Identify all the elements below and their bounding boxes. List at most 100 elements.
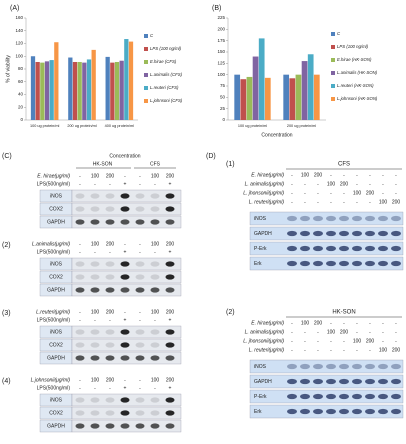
lane-value: -: [304, 181, 306, 187]
bar: [264, 77, 271, 120]
blot-band: [365, 408, 375, 415]
blot-band: [365, 260, 375, 267]
blot-band: [313, 230, 323, 237]
blot-band: [287, 245, 297, 252]
legend-label: E.hirae (HK-SON): [337, 57, 372, 62]
lane-value: -: [304, 199, 306, 205]
bar: [313, 74, 320, 120]
blot-band: [150, 342, 160, 348]
lane-value: -: [317, 329, 319, 335]
blot-band: [120, 193, 130, 199]
blot-band: [105, 329, 115, 335]
blot-band: [105, 410, 115, 416]
y-tick-label: 160: [15, 15, 23, 20]
blot-band: [90, 193, 100, 199]
y-tick-label: 100: [217, 72, 225, 77]
bar: [252, 56, 259, 120]
lane-value: -: [139, 385, 141, 391]
legend-label: L.reuteri (HK-SON): [337, 83, 374, 88]
blot-band: [339, 393, 349, 400]
legend-swatch: [331, 97, 335, 101]
legend-label: E.hirae (CFS): [150, 59, 177, 64]
legend-label: C: [150, 33, 154, 38]
blot-band: [150, 274, 160, 280]
lane-value: 200: [166, 377, 175, 383]
blot-label: iNOS: [50, 193, 63, 199]
row-label: L. reuteri(μg/ml): [249, 347, 285, 353]
bar: [119, 60, 124, 120]
bar: [105, 56, 110, 120]
lane-value: -: [109, 249, 111, 255]
lane-value: -: [369, 181, 371, 187]
lane-value: 200: [366, 338, 375, 344]
blot-band: [75, 261, 85, 267]
blot-band: [300, 378, 310, 385]
blot-band: [135, 206, 145, 212]
lane-value: -: [343, 320, 345, 326]
y-tick-label: 0: [222, 117, 225, 122]
blot-band: [378, 230, 388, 237]
group-label: HK-SON: [332, 310, 355, 316]
blot-band: [326, 245, 336, 252]
lane-value: -: [94, 317, 96, 323]
legend-swatch: [331, 45, 335, 49]
lane-value: -: [382, 320, 384, 326]
bar: [44, 61, 50, 120]
blot-band: [165, 206, 175, 212]
lane-value: 100: [353, 338, 362, 344]
blot-band: [105, 219, 115, 225]
blot-band: [90, 287, 100, 293]
lane-value: 100: [327, 329, 336, 335]
lane-value: -: [317, 338, 319, 344]
lane-value: -: [304, 338, 306, 344]
lane-value: -: [356, 172, 358, 178]
blot-band: [75, 342, 85, 348]
blot-band: [75, 287, 85, 293]
blot-band: [326, 363, 336, 370]
blot-band: [135, 287, 145, 293]
treatment-label: L.johnsonii(μg/ml): [31, 377, 71, 383]
blot-band: [165, 219, 175, 225]
blot-label: COX2: [49, 274, 63, 280]
lane-value: -: [139, 241, 141, 247]
blot-band: [120, 423, 130, 429]
blot-band: [365, 393, 375, 400]
lane-value: 100: [379, 199, 388, 205]
lane-value: -: [291, 199, 293, 205]
blot-band: [287, 393, 297, 400]
blot-band: [120, 274, 130, 280]
blot-label: GAPDH: [47, 355, 65, 361]
blot-band: [300, 215, 310, 222]
blot-band: [287, 215, 297, 222]
lane-value: +: [124, 385, 127, 391]
blot-band: [150, 423, 160, 429]
bar: [86, 59, 92, 120]
legend-label: L.animalis (CFS): [150, 72, 183, 77]
blot-label: iNOS: [50, 397, 63, 403]
lane-value: +: [169, 317, 172, 323]
treatment-label: E. hirae(μg/ml): [37, 173, 70, 179]
treatment-label: L.reuteri(μg/ml): [36, 309, 70, 315]
bar: [110, 62, 115, 120]
blot-band: [287, 260, 297, 267]
row-label: L. animalis(μg/ml): [245, 181, 285, 187]
lane-value: 200: [166, 309, 175, 315]
lane-value: 100: [301, 320, 310, 326]
lane-value: -: [395, 320, 397, 326]
lps-label: LPS(500ng/ml): [37, 385, 71, 391]
lane-value: -: [154, 181, 156, 187]
y-tick-label: 0: [20, 117, 23, 122]
blot-band: [105, 193, 115, 199]
blot-label: Erk: [254, 261, 262, 267]
lane-value: -: [139, 173, 141, 179]
blot-band: [90, 219, 100, 225]
y-tick-label: 100: [15, 53, 23, 58]
y-tick-label: 75: [220, 83, 226, 88]
bar: [307, 54, 314, 121]
y-tick-label: 120: [15, 41, 23, 46]
blot-band: [105, 287, 115, 293]
lane-value: -: [139, 377, 141, 383]
lane-value: -: [395, 338, 397, 344]
lane-value: -: [94, 249, 96, 255]
blot-band: [90, 410, 100, 416]
